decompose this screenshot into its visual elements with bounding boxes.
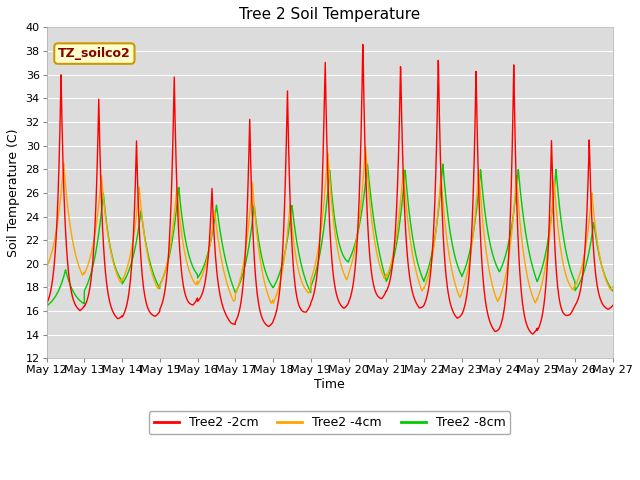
Tree2 -2cm — [537, 319, 545, 324]
Tree2 -2cm — [609, 303, 616, 309]
Tree2 -8cm — [43, 303, 51, 309]
Tree2 -2cm — [43, 300, 51, 306]
Tree2 -8cm — [598, 263, 605, 268]
Tree2 -2cm — [359, 42, 367, 48]
Tree2 -4cm — [285, 220, 292, 226]
Tree2 -2cm — [108, 304, 115, 310]
Tree2 -8cm — [260, 263, 268, 268]
Tree2 -4cm — [598, 264, 605, 269]
Line: Tree2 -4cm: Tree2 -4cm — [47, 147, 612, 303]
Tree2 -2cm — [141, 293, 148, 299]
Tree2 -4cm — [269, 300, 277, 306]
Text: TZ_soilco2: TZ_soilco2 — [58, 47, 131, 60]
Tree2 -4cm — [43, 264, 51, 270]
Tree2 -8cm — [108, 249, 115, 255]
Tree2 -4cm — [609, 284, 616, 289]
Tree2 -8cm — [439, 161, 447, 167]
Title: Tree 2 Soil Temperature: Tree 2 Soil Temperature — [239, 7, 420, 22]
Tree2 -8cm — [609, 288, 616, 294]
Tree2 -2cm — [529, 331, 536, 337]
Tree2 -2cm — [260, 319, 268, 324]
Legend: Tree2 -2cm, Tree2 -4cm, Tree2 -8cm: Tree2 -2cm, Tree2 -4cm, Tree2 -8cm — [149, 411, 511, 434]
Tree2 -4cm — [141, 236, 148, 241]
Tree2 -2cm — [598, 300, 605, 306]
Tree2 -8cm — [284, 231, 292, 237]
Tree2 -4cm — [260, 276, 268, 282]
Y-axis label: Soil Temperature (C): Soil Temperature (C) — [7, 129, 20, 257]
Line: Tree2 -2cm: Tree2 -2cm — [47, 45, 612, 334]
Tree2 -8cm — [537, 269, 545, 275]
Tree2 -4cm — [108, 251, 115, 256]
Tree2 -2cm — [284, 127, 292, 133]
Tree2 -4cm — [362, 144, 369, 150]
X-axis label: Time: Time — [314, 378, 345, 391]
Line: Tree2 -8cm: Tree2 -8cm — [47, 164, 612, 306]
Tree2 -4cm — [537, 285, 545, 291]
Tree2 -8cm — [141, 234, 148, 240]
